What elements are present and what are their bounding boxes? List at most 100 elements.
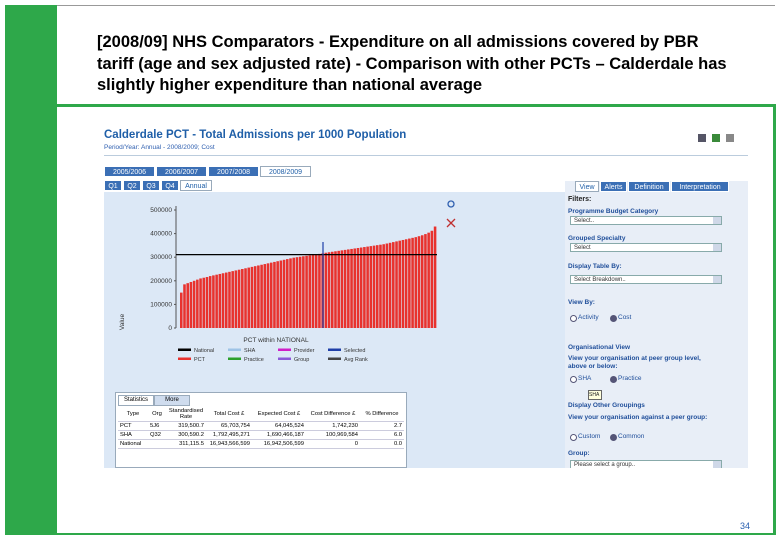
side-panel bbox=[565, 181, 748, 468]
clear-icon[interactable] bbox=[446, 218, 456, 228]
filter-text: Programme Budget Category bbox=[568, 208, 659, 215]
bar bbox=[382, 244, 385, 328]
table-cell: 5J6 bbox=[148, 421, 166, 431]
table-cell: 319,500.7 bbox=[166, 421, 206, 431]
bar bbox=[375, 245, 379, 328]
bar bbox=[302, 256, 305, 328]
app-subtitle: Period/Year: Annual - 2008/2009; Cost bbox=[104, 144, 215, 151]
bar bbox=[401, 239, 405, 328]
column-header: Standardised Rate bbox=[166, 407, 206, 422]
bar bbox=[411, 237, 414, 328]
table-row: PCT 5J6 319,500.7 65,703,754 64,045,524 1,742… bbox=[118, 421, 404, 431]
bar bbox=[269, 262, 273, 328]
quarter-tab[interactable]: Q3 bbox=[142, 180, 160, 191]
filter-text: Group: bbox=[568, 450, 590, 457]
bar bbox=[372, 245, 376, 328]
year-tab[interactable]: 2007/2008 bbox=[208, 166, 259, 177]
bar bbox=[196, 279, 199, 328]
y-tick-label: 300000 bbox=[150, 254, 172, 261]
bar bbox=[180, 292, 183, 328]
bar bbox=[427, 232, 430, 328]
save-icon[interactable] bbox=[698, 134, 706, 142]
select-box[interactable]: Select.. bbox=[570, 216, 722, 225]
app-screenshot: Calderdale PCT - Total Admissions per 10… bbox=[98, 124, 748, 468]
stats-box: Type Org Standardised Rate Total Cost £ Expe… bbox=[115, 392, 407, 468]
y-tick-label: 500000 bbox=[150, 207, 172, 214]
radio[interactable] bbox=[610, 376, 617, 383]
bar bbox=[311, 254, 315, 328]
y-tick-label: 0 bbox=[168, 325, 172, 332]
bar bbox=[324, 252, 328, 328]
bar bbox=[189, 281, 193, 328]
bar bbox=[353, 248, 357, 328]
select-box[interactable]: Select Breakdown.. bbox=[570, 275, 722, 284]
radio[interactable] bbox=[570, 315, 577, 322]
print-icon[interactable] bbox=[726, 134, 734, 142]
legend-label: Group bbox=[294, 357, 309, 363]
bar bbox=[286, 259, 289, 328]
year-tab[interactable]: 2005/2006 bbox=[104, 166, 155, 177]
year-tab[interactable]: 2008/2009 bbox=[260, 166, 311, 177]
panel-tab[interactable]: Definition bbox=[628, 181, 670, 192]
table-cell: 0 bbox=[306, 439, 360, 449]
chart: Value PCT within NATIONAL 0 100000 200000 3… bbox=[119, 200, 456, 363]
radio[interactable] bbox=[610, 434, 617, 441]
year-tab[interactable]: 2006/2007 bbox=[156, 166, 207, 177]
radio-label: Cost bbox=[618, 314, 632, 321]
table-cell: 0.0 bbox=[360, 439, 404, 449]
radio[interactable] bbox=[610, 315, 617, 322]
panel-tab[interactable]: Interpretation bbox=[671, 181, 729, 192]
bar bbox=[244, 268, 247, 328]
org-box: SHA bbox=[588, 390, 602, 400]
bar bbox=[424, 234, 427, 328]
filter-text: View By: bbox=[568, 299, 595, 306]
bar bbox=[392, 242, 395, 328]
legend-swatch bbox=[228, 357, 241, 360]
select-box[interactable]: Please select a group.. bbox=[570, 460, 722, 468]
panel-tab[interactable]: Alerts bbox=[600, 181, 627, 192]
export-icon[interactable] bbox=[712, 134, 720, 142]
legend-label: SHA bbox=[244, 348, 256, 354]
table-cell: 100,969,584 bbox=[306, 430, 360, 440]
filter-text: View your organisation against a peer gr… bbox=[568, 414, 708, 421]
table-tab[interactable]: Statistics bbox=[118, 395, 154, 406]
bar bbox=[215, 274, 218, 328]
bottom-border bbox=[57, 533, 776, 535]
legend-label: National bbox=[194, 348, 214, 354]
x-axis-label: PCT within NATIONAL bbox=[243, 337, 309, 344]
radio[interactable] bbox=[570, 376, 577, 383]
bar bbox=[305, 255, 308, 328]
radio[interactable] bbox=[570, 434, 577, 441]
bar bbox=[212, 275, 215, 328]
select-box[interactable]: Select bbox=[570, 243, 722, 252]
legend-swatch bbox=[328, 348, 341, 351]
page-number: 34 bbox=[740, 521, 751, 531]
legend-label: PCT bbox=[194, 357, 206, 363]
quarter-tab[interactable]: Annual bbox=[180, 180, 212, 191]
filter-text: Organisational View bbox=[568, 344, 631, 351]
bar bbox=[276, 261, 279, 328]
bar bbox=[224, 272, 228, 328]
radio-label: Custom bbox=[578, 433, 601, 440]
table-cell: PCT bbox=[118, 421, 148, 431]
column-header: Type bbox=[118, 407, 148, 422]
y-tick-label: 200000 bbox=[150, 278, 172, 285]
y-tick-label: 100000 bbox=[150, 301, 172, 308]
panel-tab[interactable]: View bbox=[575, 181, 599, 192]
bar bbox=[266, 263, 270, 328]
quarter-tab[interactable]: Q2 bbox=[123, 180, 141, 191]
filter-text: View your organisation at peer group lev… bbox=[568, 355, 701, 370]
bar bbox=[347, 249, 350, 328]
quarter-tab[interactable]: Q4 bbox=[161, 180, 179, 191]
legend-swatch bbox=[228, 348, 241, 351]
zoom-icon[interactable] bbox=[447, 200, 455, 208]
table-tab[interactable]: More bbox=[154, 395, 190, 406]
bar bbox=[343, 249, 347, 328]
filter-text: Grouped Specialty bbox=[568, 235, 626, 242]
table-cell: 1,690,466,187 bbox=[252, 430, 306, 440]
radio-label: Common bbox=[618, 433, 645, 440]
bar bbox=[237, 269, 241, 328]
bar bbox=[279, 260, 283, 328]
quarter-tab[interactable]: Q1 bbox=[104, 180, 122, 191]
